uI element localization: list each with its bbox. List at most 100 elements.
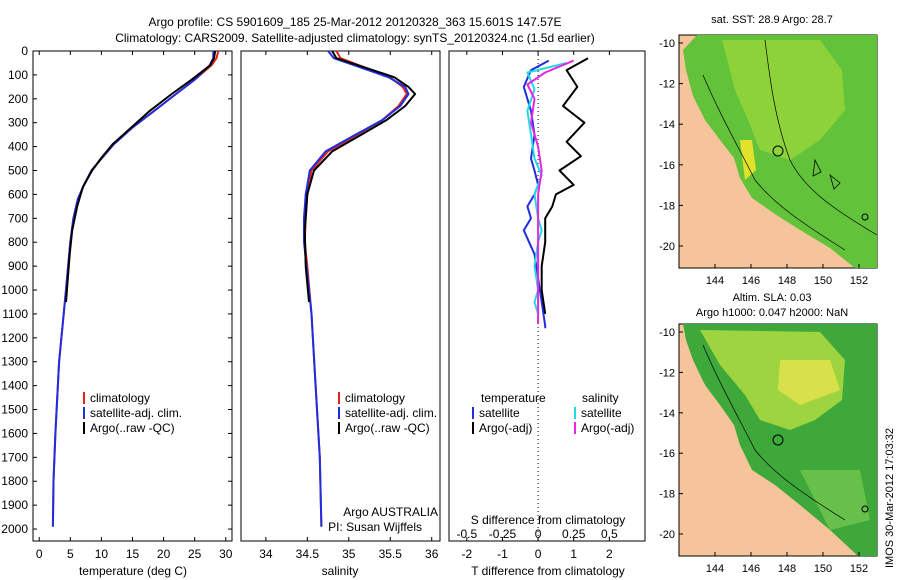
depth-tick-label: 400 — [8, 140, 28, 154]
map-sst-title: sat. SST: 28.9 Argo: 28.7 — [711, 14, 833, 26]
title-line-1: Argo profile: CS 5901609_185 25-Mar-2012… — [149, 15, 562, 29]
map-y-tick-label: -20 — [659, 529, 675, 541]
x-tick-label: -2 — [461, 547, 472, 561]
series-line-s-satellite — [526, 62, 567, 324]
map-sla-title-1: Altim. SLA: 0.03 — [733, 292, 812, 304]
depth-tick-label: 1400 — [1, 379, 28, 393]
map-sst-marker-2 — [861, 213, 869, 221]
temperature-legend: climatology satellite-adj. clim. Argo(..… — [83, 391, 182, 435]
depth-tick-label: 100 — [8, 68, 28, 82]
imos-timestamp: IMOS 30-Mar-2012 17:03:32 — [884, 428, 896, 568]
x-tick-label: -1 — [497, 547, 508, 561]
map-x-tick-label: 146 — [742, 563, 760, 575]
x2-tick-label: 0.25 — [562, 527, 586, 541]
depth-tick-label: 0 — [21, 44, 28, 58]
x-tick-label: 34.5 — [296, 547, 320, 561]
x-tick-label: 0 — [36, 547, 43, 561]
legend-argo: Argo(..raw -QC) — [345, 421, 430, 435]
title-line-2: Climatology: CARS2009. Satellite-adjuste… — [115, 31, 595, 45]
series-line-t-argo — [540, 57, 589, 315]
series-line-argo — [65, 50, 217, 303]
temperature-axes-box — [32, 50, 233, 542]
map-sla-title-2: Argo h1000: 0.047 h2000: NaN — [696, 307, 848, 319]
depth-tick-label: 2000 — [1, 522, 28, 536]
salinity-xlabel: salinity — [322, 564, 359, 578]
map-y-tick-label: -12 — [659, 79, 675, 91]
salinity-lines — [303, 50, 417, 527]
x-tick-label: 20 — [157, 547, 171, 561]
map-y-tick-label: -10 — [659, 38, 675, 50]
legend-t-argo: Argo(-adj) — [479, 421, 532, 435]
depth-tick-label: 1500 — [1, 403, 28, 417]
map-y-tick-label: -14 — [659, 119, 675, 131]
depth-tick-label: 200 — [8, 92, 28, 106]
legend-t-satellite: satellite — [479, 406, 520, 420]
depth-tick-label: 1300 — [1, 355, 28, 369]
legend-title-temperature: temperature — [481, 391, 546, 405]
depth-tick-label: 1200 — [1, 331, 28, 345]
difference-xlabel: T difference from climatology — [471, 564, 625, 578]
map-sst-contour — [702, 74, 846, 251]
map-x-tick-label: 148 — [778, 563, 796, 575]
difference-x-axis: -2 -1 0 1 2 — [461, 51, 613, 561]
map-x-tick-label: 150 — [814, 563, 832, 575]
series-line-argo — [303, 50, 417, 303]
depth-tick-label: 1000 — [1, 283, 28, 297]
map-y-tick-label: -12 — [659, 367, 675, 379]
difference-lines — [522, 57, 589, 329]
x-tick-label: 5 — [67, 547, 74, 561]
salinity-legend: climatology satellite-adj. clim. Argo(..… — [338, 391, 437, 435]
depth-tick-label: 900 — [8, 259, 28, 273]
x2-tick-label: -0.25 — [489, 527, 517, 541]
depth-tick-label: 1600 — [1, 426, 28, 440]
map-sla-marker-2 — [861, 505, 869, 513]
map-sst-reef — [812, 158, 841, 190]
series-line-satellite-adj-clim- — [303, 50, 410, 527]
difference-x2label: S difference from climatology — [471, 513, 626, 527]
temperature-panel: 0100200300400500600700800900100011001200… — [1, 44, 645, 578]
x-tick-label: 36 — [425, 547, 439, 561]
x2-tick-label: -0.5 — [456, 527, 477, 541]
x2-tick-label: 0.5 — [601, 527, 618, 541]
salinity-panel: 34 34.5 35 35.5 36 salinity climatology sate… — [240, 50, 441, 578]
map-y-tick-label: -18 — [659, 489, 675, 501]
map-sla-patch-1 — [700, 330, 845, 430]
x-tick-label: 35 — [342, 547, 356, 561]
map-y-tick-label: -16 — [659, 160, 675, 172]
map-x-tick-label: 146 — [742, 275, 760, 287]
map-y-tick-label: -14 — [659, 408, 675, 420]
salinity-x-axis: 34 34.5 35 35.5 36 — [259, 51, 439, 561]
x-tick-label: 15 — [126, 547, 140, 561]
map-x-tick-label: 144 — [706, 563, 724, 575]
temperature-lines — [51, 50, 220, 527]
map-sst: sat. SST: 28.9 Argo: 28.7 -10 -12 -14 -16 -1… — [659, 14, 878, 287]
legend-title-salinity: salinity — [582, 391, 619, 405]
difference-x2-axis: -0.5 -0.25 0 0.25 0.5 — [456, 527, 618, 541]
x2-tick-label: 0 — [535, 527, 542, 541]
x-tick-label: 25 — [188, 547, 202, 561]
map-sla-patch-3 — [800, 470, 870, 530]
map-sst-argo-marker — [772, 145, 784, 157]
difference-panel: -2 -1 0 1 2 -0.5 -0.25 0 0.25 0.5 T difference f… — [448, 50, 646, 578]
map-x-tick-label: 152 — [850, 275, 868, 287]
map-sst-warm-patch — [722, 40, 845, 160]
map-x-tick-label: 152 — [850, 563, 868, 575]
map-y-tick-label: -18 — [659, 200, 675, 212]
difference-legend: temperature salinity satellite Argo(-adj… — [472, 391, 634, 435]
map-x-tick-label: 144 — [706, 275, 724, 287]
depth-tick-label: 800 — [8, 235, 28, 249]
depth-tick-label: 1100 — [2, 307, 28, 321]
map-y-tick-label: -20 — [659, 241, 675, 253]
legend-argo: Argo(..raw -QC) — [90, 421, 175, 435]
map-sst-contour-2 — [764, 39, 878, 236]
difference-axes-box — [448, 50, 646, 542]
map-y-tick-label: -16 — [659, 448, 675, 460]
map-sst-hot-patch — [740, 140, 756, 180]
x-tick-label: 1 — [570, 547, 577, 561]
depth-tick-label: 300 — [8, 116, 28, 130]
x-tick-label: 30 — [219, 547, 233, 561]
temperature-x-axis: 0 5 10 15 20 25 30 — [36, 51, 233, 561]
legend-s-satellite: satellite — [581, 406, 622, 420]
series-line-s-argo — [526, 59, 575, 324]
